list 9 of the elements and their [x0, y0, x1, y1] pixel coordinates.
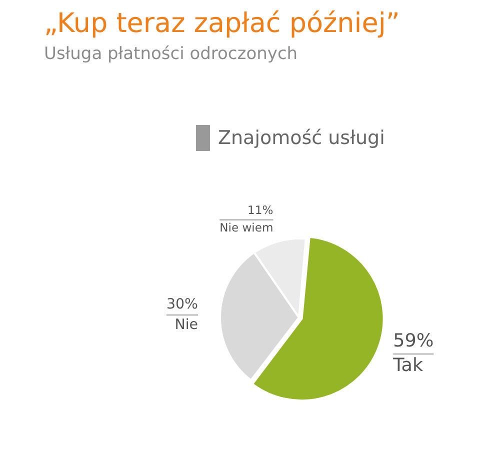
chart-subtitle: Usługa płatności odroczonych	[44, 44, 298, 64]
data-label: 30%	[166, 296, 198, 313]
legend-title: Znajomość usługi	[218, 127, 385, 149]
slice-label: Nie	[174, 316, 198, 333]
slice-label: Nie wiem	[220, 220, 274, 235]
data-label: 59%	[393, 330, 434, 352]
chart-title: „Kup teraz zapłać później”	[44, 8, 400, 39]
slice-label: Tak	[392, 354, 424, 376]
data-label: 11%	[248, 203, 274, 218]
